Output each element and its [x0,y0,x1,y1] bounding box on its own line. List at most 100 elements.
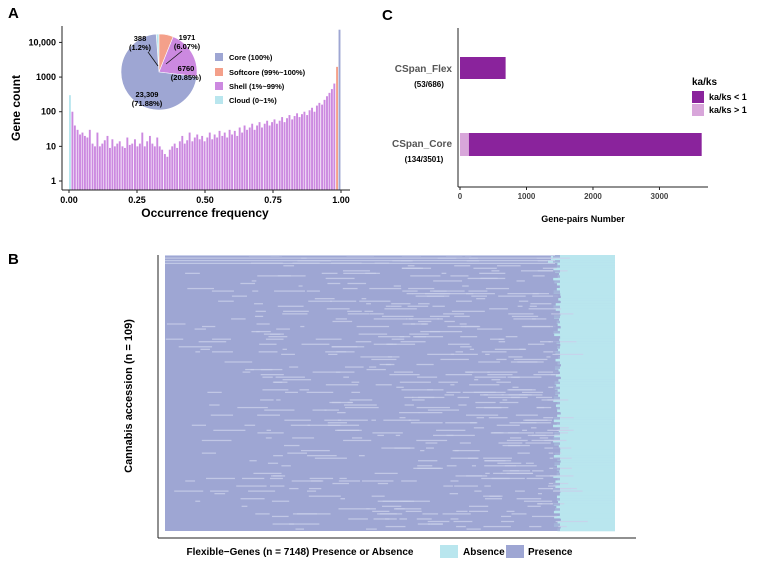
heatmap-absence-row [559,371,615,375]
histogram-bar [238,127,241,190]
heatmap-absence-fleck [518,300,529,302]
heatmap-absence-fleck [395,508,422,510]
heatmap-absence-fleck [307,424,341,426]
heatmap-absence-fleck [369,313,384,315]
heatmap-absence-fleck [276,399,281,401]
heatmap-absence-fleck [531,439,559,442]
histogram-bar [266,120,269,190]
heatmap-absence-fleck [454,449,480,452]
heatmap-absence-fleck [487,371,518,373]
heatmap-absence-fleck [450,457,478,459]
heatmap-absence-fleck [478,361,501,363]
c-x-tick-label: 3000 [651,192,669,201]
heatmap-absence-fleck [248,490,276,492]
histogram-bar [275,123,278,190]
heatmap-absence-fleck [483,525,511,528]
heatmap-absence-fleck [264,409,295,411]
heatmap-absence-fleck [546,356,551,358]
heatmap-absence-fleck [409,318,439,320]
heatmap-absence-fleck [258,351,278,353]
heatmap-absence-row [558,427,615,431]
heatmap-absence-fleck [484,498,503,500]
heatmap-absence-fleck [476,417,485,419]
heatmap-absence-fleck [499,401,519,404]
heatmap-absence-row [560,490,615,494]
heatmap-absence-row [560,336,615,339]
histogram-bar [116,143,119,190]
heatmap-absence-row [553,487,615,491]
histogram-bar [134,139,136,190]
heatmap-absence-fleck [416,518,432,520]
histogram-bar [336,66,339,190]
heatmap-absence-row [553,396,615,400]
heatmap-absence-fleck [466,292,495,295]
pie-label-cloud-count: 388 [134,34,147,43]
heatmap-absence-fleck [402,500,430,502]
heatmap-absence-fleck [413,336,444,338]
heatmap-absence-fleck [468,510,489,513]
heatmap-absence-fleck [213,429,246,431]
heatmap-absence-fleck [240,282,256,285]
heatmap-absence-fleck [371,419,376,421]
heatmap-absence-fleck [429,330,463,333]
heatmap-absence-row [556,287,615,291]
heatmap-absence-row [560,518,615,522]
histogram-bar [283,122,286,190]
heatmap-absence-fleck [312,409,327,411]
heatmap-absence-fleck [433,280,463,282]
heatmap-absence-fleck [337,411,346,414]
heatmap-boundary-cell [553,391,560,395]
heatmap-absence-fleck [496,424,520,426]
heatmap-absence-fleck [331,346,358,348]
heatmap-absence-fleck [527,505,541,507]
heatmap-absence-fleck [282,379,312,381]
heatmap-absence-fleck [283,444,300,447]
heatmap-absence-row [554,366,615,370]
heatmap-absence-row [560,449,615,453]
heatmap-absence-fleck [469,384,500,386]
heatmap-absence-fleck [336,351,355,353]
heatmap-absence-fleck [301,343,330,345]
heatmap-absence-row [556,320,615,324]
histogram-bar [176,147,179,190]
heatmap-absence-fleck [555,520,588,523]
heatmap-absence-fleck [404,396,414,399]
heatmap-absence-fleck [454,265,471,267]
heatmap-absence-fleck [321,272,338,274]
heatmap-absence-fleck [529,305,537,307]
heatmap-absence-row [555,485,615,489]
heatmap-absence-fleck [459,442,471,444]
heatmap-absence-fleck [324,419,342,421]
heatmap-absence-fleck [366,303,371,305]
histogram-bar [315,105,318,190]
heatmap-absence-fleck [417,467,443,469]
histogram-bar [141,132,144,190]
heatmap-absence-fleck [281,353,295,356]
histogram-bar [173,143,176,190]
heatmap-absence-fleck [373,343,397,345]
heatmap-absence-fleck [200,348,210,350]
heatmap-absence-row [557,457,615,461]
heatmap-absence-fleck [405,267,423,269]
heatmap-absence-fleck [553,490,583,492]
heatmap-absence-fleck [468,290,488,292]
heatmap-absence-fleck [396,386,404,388]
heatmap-absence-fleck [429,290,447,292]
category-label-flex: CSpan_Flex [395,64,453,75]
heatmap-absence-row [556,495,615,499]
heatmap-boundary-cell [553,386,560,390]
x-tick-label: 0.75 [264,195,282,205]
heatmap-absence-fleck [508,394,526,396]
histogram-bar [186,140,189,190]
heatmap-absence-fleck [450,353,478,356]
heatmap-absence-row [555,303,615,306]
pie-slice [120,33,198,111]
heatmap-absence-fleck [465,325,481,328]
heatmap-absence-fleck [507,389,533,391]
heatmap-absence-fleck [517,305,523,307]
c-legend-label-gt1: ka/ks > 1 [709,105,747,115]
heatmap-absence-fleck [262,376,273,378]
heatmap-absence-fleck [298,285,303,287]
panel-letter-a: A [8,5,19,22]
heatmap-absence-fleck [465,414,499,416]
